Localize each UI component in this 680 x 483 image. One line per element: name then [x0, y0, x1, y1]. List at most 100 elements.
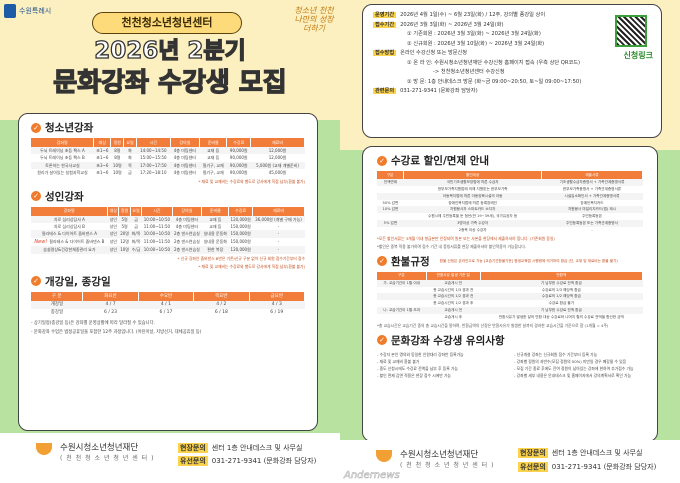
cell-text: 90,000원	[229, 148, 248, 153]
table-cell	[377, 213, 404, 220]
cell-text: 금	[134, 216, 138, 222]
cell-text: 8명	[114, 148, 121, 153]
check-icon: ✓	[31, 191, 41, 202]
schedule-bullet: - 상기일정(종강일 등)은 강좌별 운영상황에 따라 달라질 수 있습니다.	[31, 321, 155, 326]
adult-note: * 신규 강좌인 줌바댄스 B반은 기존/신규 구분 없이 신규 회원 접수기간…	[177, 255, 305, 261]
column-header: 대상	[93, 138, 112, 147]
column-header: 구분	[377, 271, 427, 280]
table-cell: 2층 댄스연습실	[172, 246, 202, 254]
refund-header-note: 환불 신청은 온라인으로 가능 [교습기관환불기준] 평생교육법 시행령에 의거…	[439, 258, 618, 263]
qr-code[interactable]	[615, 15, 647, 47]
cell-text: 수원시에 주민등록을 둔 청년(만 19~39세), 국가유공자 등	[428, 214, 518, 219]
table-row: 50% 감면 장애인복지법에 따른 등록장애인 장애인복지카드	[377, 200, 643, 207]
info-period: 운영기간 2026년 4월 1일(수) ~ 6월 23일(화) / 12주, 강의…	[373, 12, 546, 18]
column-header: 수요반	[138, 291, 195, 301]
cell-text: 필라테스 & 다이어트 줌바댄스 B	[49, 238, 105, 244]
cell-text: 차로 심리상담사 B	[53, 223, 85, 229]
column-header: 반환사유 발생 기준 일	[426, 271, 481, 280]
table-cell: 성인	[108, 238, 119, 247]
column-header: 수강료	[226, 138, 252, 147]
table-header: 강좌명 대상 정원 요일 시간 강의실 준비물 수강료 재료비	[31, 206, 305, 216]
info-reg2: ② 신규회원 : 2026년 3월 10일(화) ~ 2026년 3월 24일(…	[407, 40, 545, 47]
table-cell: 5% 감면	[377, 220, 404, 227]
table-cell	[377, 192, 404, 200]
table-cell: 150,000원	[229, 223, 253, 230]
table-cell: 주민등록등본 또는 가족관계증명서	[541, 220, 643, 227]
column-header: 준비물	[199, 138, 228, 147]
table-cell: 종강일	[31, 309, 83, 317]
table-cell: 수/금	[130, 246, 142, 254]
table-cell: 5,000원 (교재 개별준비)	[250, 161, 305, 170]
table-row: 개강일 4 / 7 4 / 1 4 / 2 4 / 3	[31, 300, 305, 309]
check-icon: ✓	[31, 122, 41, 133]
cell-text: 10:00~10:50	[143, 216, 171, 222]
column-header: 할인대상	[403, 171, 542, 179]
cell-text: 10:00~10:50	[143, 247, 171, 253]
cell-text: 성인	[109, 223, 117, 229]
cell-text: 150,000원	[230, 231, 251, 237]
qr-label[interactable]: 신청링크	[623, 51, 653, 60]
table-row: 차로 심리상담사 B 성인 5명 금 11:00~11:50 4층 미팅센터 교재 등 150…	[31, 223, 305, 230]
slogan: 청소년 천천 나만의 성장 더하기	[294, 6, 334, 33]
phone-contact: 유선문의 031-271-9341 (문화강좌 담당자)	[178, 456, 317, 466]
table-cell: -	[252, 230, 305, 238]
adult-note-2: * 재료 및 교재비는 수강료와 별도로 강사에게 직접 납부(환불 불가)	[198, 263, 305, 269]
table-row: 나. 교습기간이 1월 초과 교습개시 전 기 납부한 수강료 전액 환급	[377, 307, 643, 314]
cell-text: 개강일	[50, 301, 64, 307]
cell-text: 필기구, 교재	[202, 170, 224, 176]
cell-text: 4층 미팅센터	[173, 155, 196, 161]
table-row: 교습개시 후 반환사유가 발생한 달의 반환 대상 수강료와 나머지 월의 수강료…	[377, 314, 643, 321]
cell-text: 4층 미팅센터	[173, 162, 196, 168]
check-icon: ✓	[377, 335, 387, 346]
table-cell: 6 / 23	[83, 309, 138, 317]
cell-text: 총 교습시간의 1/3 경과 전	[433, 287, 474, 292]
table-cell: 4 / 1	[138, 300, 194, 309]
table-cell: 4층 미팅센터	[172, 215, 202, 223]
table-cell: 기 납부한 수강료 전액 환급	[480, 279, 643, 287]
table-cell: 화	[123, 147, 137, 155]
table-cell: 기 납부한 수강료 전액 환급	[480, 307, 643, 314]
table-cell	[377, 227, 404, 234]
cell-text: 가. 교습기간이 1월 이내	[383, 280, 420, 285]
cell-text: 종강일	[50, 309, 64, 315]
discount-table: 구분 할인대상 제출서류 전액면제 국민기초생활보장법에 따른 수급자 기초생활수급자증명…	[377, 171, 643, 234]
cell-text: 시설입소확인서 + 가족관계증명서류	[564, 193, 620, 198]
table-cell: 6 / 17	[138, 309, 193, 317]
column-header: 대상	[107, 206, 120, 216]
table-cell: 편한 복장	[201, 246, 229, 254]
table-row: 종강일 6 / 23 6 / 17 6 / 18 6 / 19	[31, 309, 305, 317]
table-cell: 주민등록등본	[542, 213, 643, 220]
footer-left: 수원시청소년청년재단( 천 천 청 소 년 청 년 센 터 ) 현장문의 센터 1…	[0, 433, 340, 483]
table-cell: 수강료의 1/2 해당액 환급	[480, 293, 643, 301]
table-cell: 초1~6	[93, 147, 111, 155]
table-cell: 36,000원 (개별 구매 가능)	[252, 215, 305, 223]
city-logo: 수원특례시	[4, 4, 51, 18]
cell-text: 4 / 3	[271, 301, 282, 307]
cell-text: 아동복지법에 따른 아동양육시설의 아동	[442, 193, 503, 198]
column-header: 수강료	[228, 206, 254, 216]
table-cell: 초3~6	[93, 161, 111, 170]
table-cell: 화	[124, 154, 136, 161]
cell-text: 45,000원	[268, 170, 287, 176]
cell-text: 총 교습시간의 1/2 경과 전	[433, 294, 474, 299]
table-cell: 11:00~11:50	[142, 223, 172, 230]
table-cell: 시설입소확인서 + 가족관계증명서류	[541, 192, 643, 200]
policy-card: ✓ 수강료 할인/면제 안내 구분 할인대상 제출서류 전액면제 국민기초생활보장법에 따…	[362, 146, 658, 442]
title-line2: 문화강좌 수강생 모집	[53, 67, 288, 98]
cell-text: 12,000원	[268, 148, 287, 153]
table-cell: 17:00~17:50	[136, 161, 171, 170]
caution-item: - 강좌별 세부 내용은 안내데스크 및 홈페이지에서 강의계획서로 확인 가능	[514, 372, 632, 378]
right-page: 운영기간 2026년 4월 1일(수) ~ 6월 23일(화) / 12주, 강의…	[340, 0, 680, 483]
table-row: 원리가 살아있는 실험과학교실 초1~6 10명 금 17:20~18:10 4층 미팅센…	[31, 169, 305, 176]
cell-text: 11:00~11:50	[143, 239, 171, 245]
table-cell: 차로 심리상담사 B	[31, 223, 108, 230]
cell-text: 120,000원	[230, 247, 251, 253]
table-cell: 11:00~11:50	[142, 238, 172, 247]
caution-right: - 신규개설 강좌는 신규회원 접수 기간부터 등록 가능 - 강좌별 정원의 과…	[514, 351, 643, 379]
table-cell: 10:00~10:50	[141, 246, 173, 254]
table-cell: 4층 미팅센터	[170, 169, 199, 176]
org-logo-icon	[36, 443, 52, 455]
table-cell: 4 / 7	[82, 300, 139, 309]
cell-text: 4층 미팅센터	[173, 170, 196, 176]
